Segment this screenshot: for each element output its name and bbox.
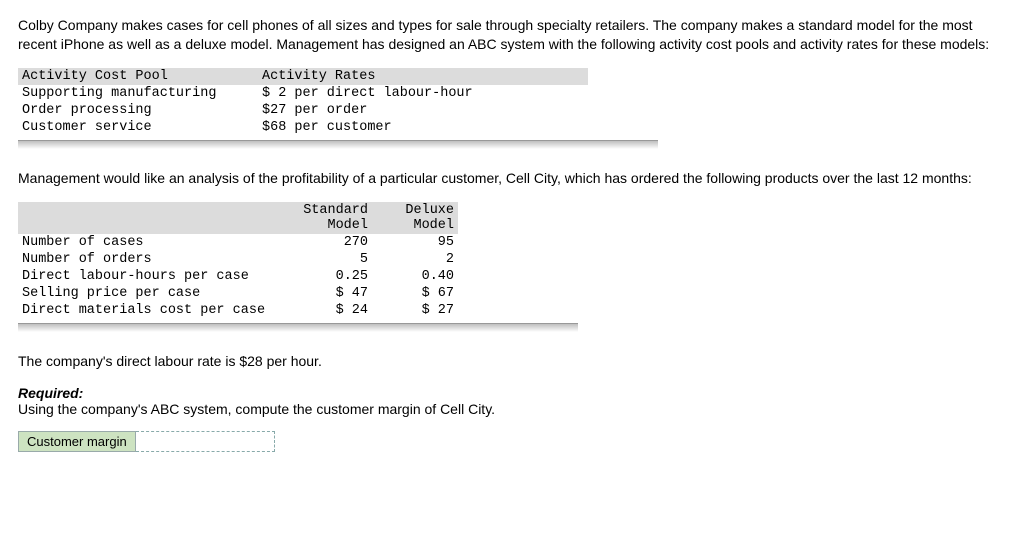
cell: Supporting manufacturing <box>18 85 258 102</box>
cell: $ 24 <box>286 302 372 319</box>
col-header-deluxe: Deluxe Model <box>372 202 458 234</box>
table-row: Selling price per case $ 47 $ 67 <box>18 285 458 302</box>
cell: 0.40 <box>372 268 458 285</box>
table-row: Number of orders 5 2 <box>18 251 458 268</box>
table-row: Supporting manufacturing $ 2 per direct … <box>18 85 588 102</box>
customer-margin-label: Customer margin <box>18 431 136 452</box>
table-row: Number of cases 270 95 <box>18 234 458 251</box>
cell: 5 <box>286 251 372 268</box>
cell: $27 per order <box>258 102 588 119</box>
table-row: Direct materials cost per case $ 24 $ 27 <box>18 302 458 319</box>
cell: 0.25 <box>286 268 372 285</box>
row-label: Number of orders <box>18 251 286 268</box>
intro-paragraph: Colby Company makes cases for cell phone… <box>18 16 1006 54</box>
row-label: Selling price per case <box>18 285 286 302</box>
cell: 95 <box>372 234 458 251</box>
table-row: Customer service $68 per customer <box>18 119 588 136</box>
row-label: Direct materials cost per case <box>18 302 286 319</box>
row-label: Number of cases <box>18 234 286 251</box>
table-row: Order processing $27 per order <box>18 102 588 119</box>
col-header-standard: Standard Model <box>286 202 372 234</box>
cell: $ 27 <box>372 302 458 319</box>
table-shadow <box>18 323 578 332</box>
table-row: Direct labour-hours per case 0.25 0.40 <box>18 268 458 285</box>
required-text: Using the company's ABC system, compute … <box>18 401 495 417</box>
answer-row: Customer margin <box>18 431 1006 452</box>
table1-header-rates: Activity Rates <box>258 68 588 85</box>
table1-header-pool: Activity Cost Pool <box>18 68 258 85</box>
cell: $68 per customer <box>258 119 588 136</box>
cell: Customer service <box>18 119 258 136</box>
cell: Order processing <box>18 102 258 119</box>
product-data-table: Standard Model Deluxe Model Number of ca… <box>18 202 458 319</box>
row-label: Direct labour-hours per case <box>18 268 286 285</box>
required-label: Required: <box>18 385 83 401</box>
cell: $ 47 <box>286 285 372 302</box>
mid-paragraph: Management would like an analysis of the… <box>18 169 1006 188</box>
blank-header <box>18 202 286 234</box>
cell: 270 <box>286 234 372 251</box>
cell: 2 <box>372 251 458 268</box>
customer-margin-input[interactable] <box>136 431 275 452</box>
labour-rate-text: The company's direct labour rate is $28 … <box>18 352 1006 371</box>
activity-rates-table: Activity Cost Pool Activity Rates Suppor… <box>18 68 588 136</box>
cell: $ 67 <box>372 285 458 302</box>
cell: $ 2 per direct labour-hour <box>258 85 588 102</box>
table-shadow <box>18 140 658 149</box>
